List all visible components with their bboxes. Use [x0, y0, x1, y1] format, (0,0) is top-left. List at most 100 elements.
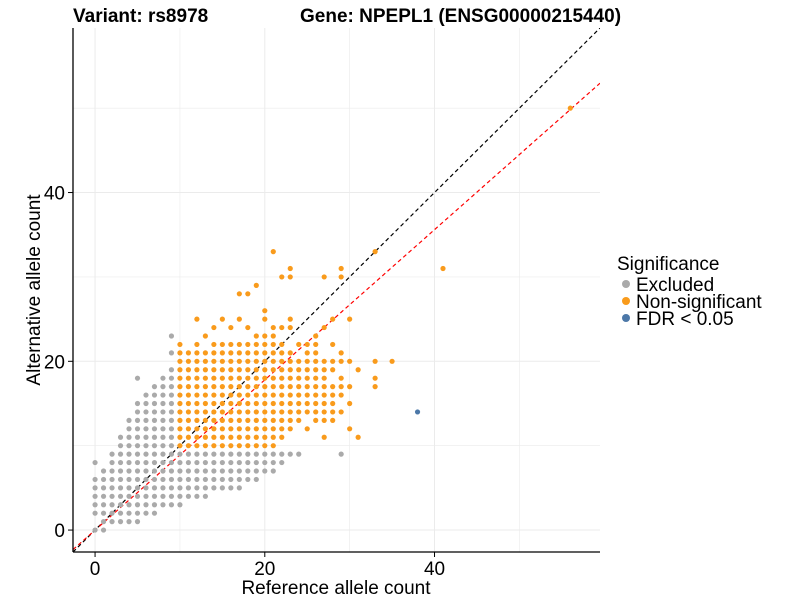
- point-non-significant: [185, 417, 192, 423]
- point-non-significant: [211, 341, 217, 348]
- point-excluded: [168, 476, 175, 483]
- point-non-significant: [279, 426, 285, 432]
- point-non-significant: [194, 434, 200, 440]
- point-non-significant: [287, 274, 293, 280]
- point-non-significant: [270, 434, 276, 440]
- point-non-significant: [304, 426, 310, 432]
- point-non-significant: [245, 392, 251, 398]
- point-non-significant: [236, 375, 242, 381]
- point-excluded: [134, 400, 141, 407]
- point-excluded: [134, 493, 141, 499]
- point-non-significant: [185, 392, 192, 398]
- x-tick-label: 40: [424, 559, 445, 580]
- legend-label-excluded: Excluded: [636, 275, 714, 296]
- point-non-significant: [211, 375, 217, 381]
- x-tick-label: 20: [254, 559, 275, 580]
- point-excluded: [270, 451, 276, 457]
- point-non-significant: [279, 384, 285, 390]
- point-non-significant: [347, 316, 353, 322]
- point-excluded: [168, 417, 175, 423]
- point-non-significant: [270, 249, 276, 255]
- point-excluded: [100, 510, 107, 516]
- point-non-significant: [279, 392, 285, 398]
- point-non-significant: [228, 358, 234, 364]
- point-non-significant: [321, 358, 327, 364]
- point-non-significant: [194, 384, 200, 390]
- point-non-significant: [347, 400, 353, 407]
- point-non-significant: [194, 400, 200, 407]
- point-excluded: [109, 510, 115, 516]
- point-excluded: [202, 493, 208, 499]
- point-non-significant: [177, 350, 183, 356]
- point-non-significant: [372, 358, 378, 364]
- point-non-significant: [313, 375, 319, 381]
- point-non-significant: [177, 341, 183, 348]
- point-non-significant: [279, 409, 285, 415]
- point-excluded: [228, 451, 234, 457]
- point-non-significant: [279, 417, 285, 423]
- point-excluded: [211, 485, 217, 491]
- point-non-significant: [321, 400, 327, 407]
- point-non-significant: [304, 392, 310, 398]
- point-non-significant: [372, 384, 378, 390]
- point-excluded: [151, 384, 158, 390]
- point-non-significant: [245, 409, 251, 415]
- point-non-significant: [313, 358, 319, 364]
- point-excluded: [168, 400, 175, 407]
- point-excluded: [160, 392, 166, 398]
- point-excluded: [168, 434, 175, 440]
- point-excluded: [236, 485, 242, 491]
- point-excluded: [160, 426, 166, 432]
- point-non-significant: [262, 316, 268, 322]
- point-non-significant: [219, 350, 225, 356]
- point-non-significant: [347, 426, 353, 432]
- point-non-significant: [219, 367, 225, 373]
- point-excluded: [92, 493, 98, 499]
- point-non-significant: [321, 324, 327, 331]
- point-non-significant: [330, 384, 336, 390]
- point-excluded: [253, 459, 259, 466]
- point-non-significant: [177, 375, 183, 381]
- point-non-significant: [202, 434, 208, 440]
- gene-title: Gene: NPEPL1 (ENSG00000215440): [300, 6, 621, 27]
- point-non-significant: [321, 417, 327, 423]
- point-non-significant: [211, 384, 217, 390]
- point-non-significant: [330, 358, 336, 364]
- point-excluded: [245, 451, 251, 457]
- point-non-significant: [287, 316, 293, 322]
- point-excluded: [185, 451, 192, 457]
- point-excluded: [117, 493, 124, 499]
- point-non-significant: [287, 392, 293, 398]
- point-non-significant: [321, 367, 327, 373]
- legend: Significance ExcludedNon-significantFDR …: [617, 254, 762, 330]
- point-non-significant: [253, 341, 259, 348]
- point-non-significant: [262, 400, 268, 407]
- point-non-significant: [262, 375, 268, 381]
- legend-label-fdr-0-05: FDR < 0.05: [636, 309, 734, 330]
- point-non-significant: [338, 409, 344, 415]
- point-non-significant: [253, 392, 259, 398]
- point-non-significant: [338, 384, 344, 390]
- point-non-significant: [296, 392, 302, 398]
- point-excluded: [168, 375, 175, 381]
- point-non-significant: [330, 316, 336, 322]
- point-excluded: [143, 493, 149, 499]
- point-non-significant: [245, 367, 251, 373]
- y-tick-label: 40: [44, 184, 65, 205]
- point-non-significant: [245, 417, 251, 423]
- point-non-significant: [219, 384, 225, 390]
- point-non-significant: [321, 274, 327, 280]
- point-excluded: [92, 459, 98, 466]
- point-non-significant: [236, 358, 242, 364]
- point-non-significant: [177, 400, 183, 407]
- point-non-significant: [338, 375, 344, 381]
- y-tick-label: 20: [44, 352, 65, 373]
- point-excluded: [143, 451, 149, 457]
- point-non-significant: [287, 324, 293, 331]
- point-non-significant: [262, 358, 268, 364]
- point-excluded: [143, 476, 149, 483]
- point-non-significant: [202, 350, 208, 356]
- point-excluded: [236, 468, 242, 474]
- point-non-significant: [253, 282, 259, 288]
- point-non-significant: [279, 324, 285, 331]
